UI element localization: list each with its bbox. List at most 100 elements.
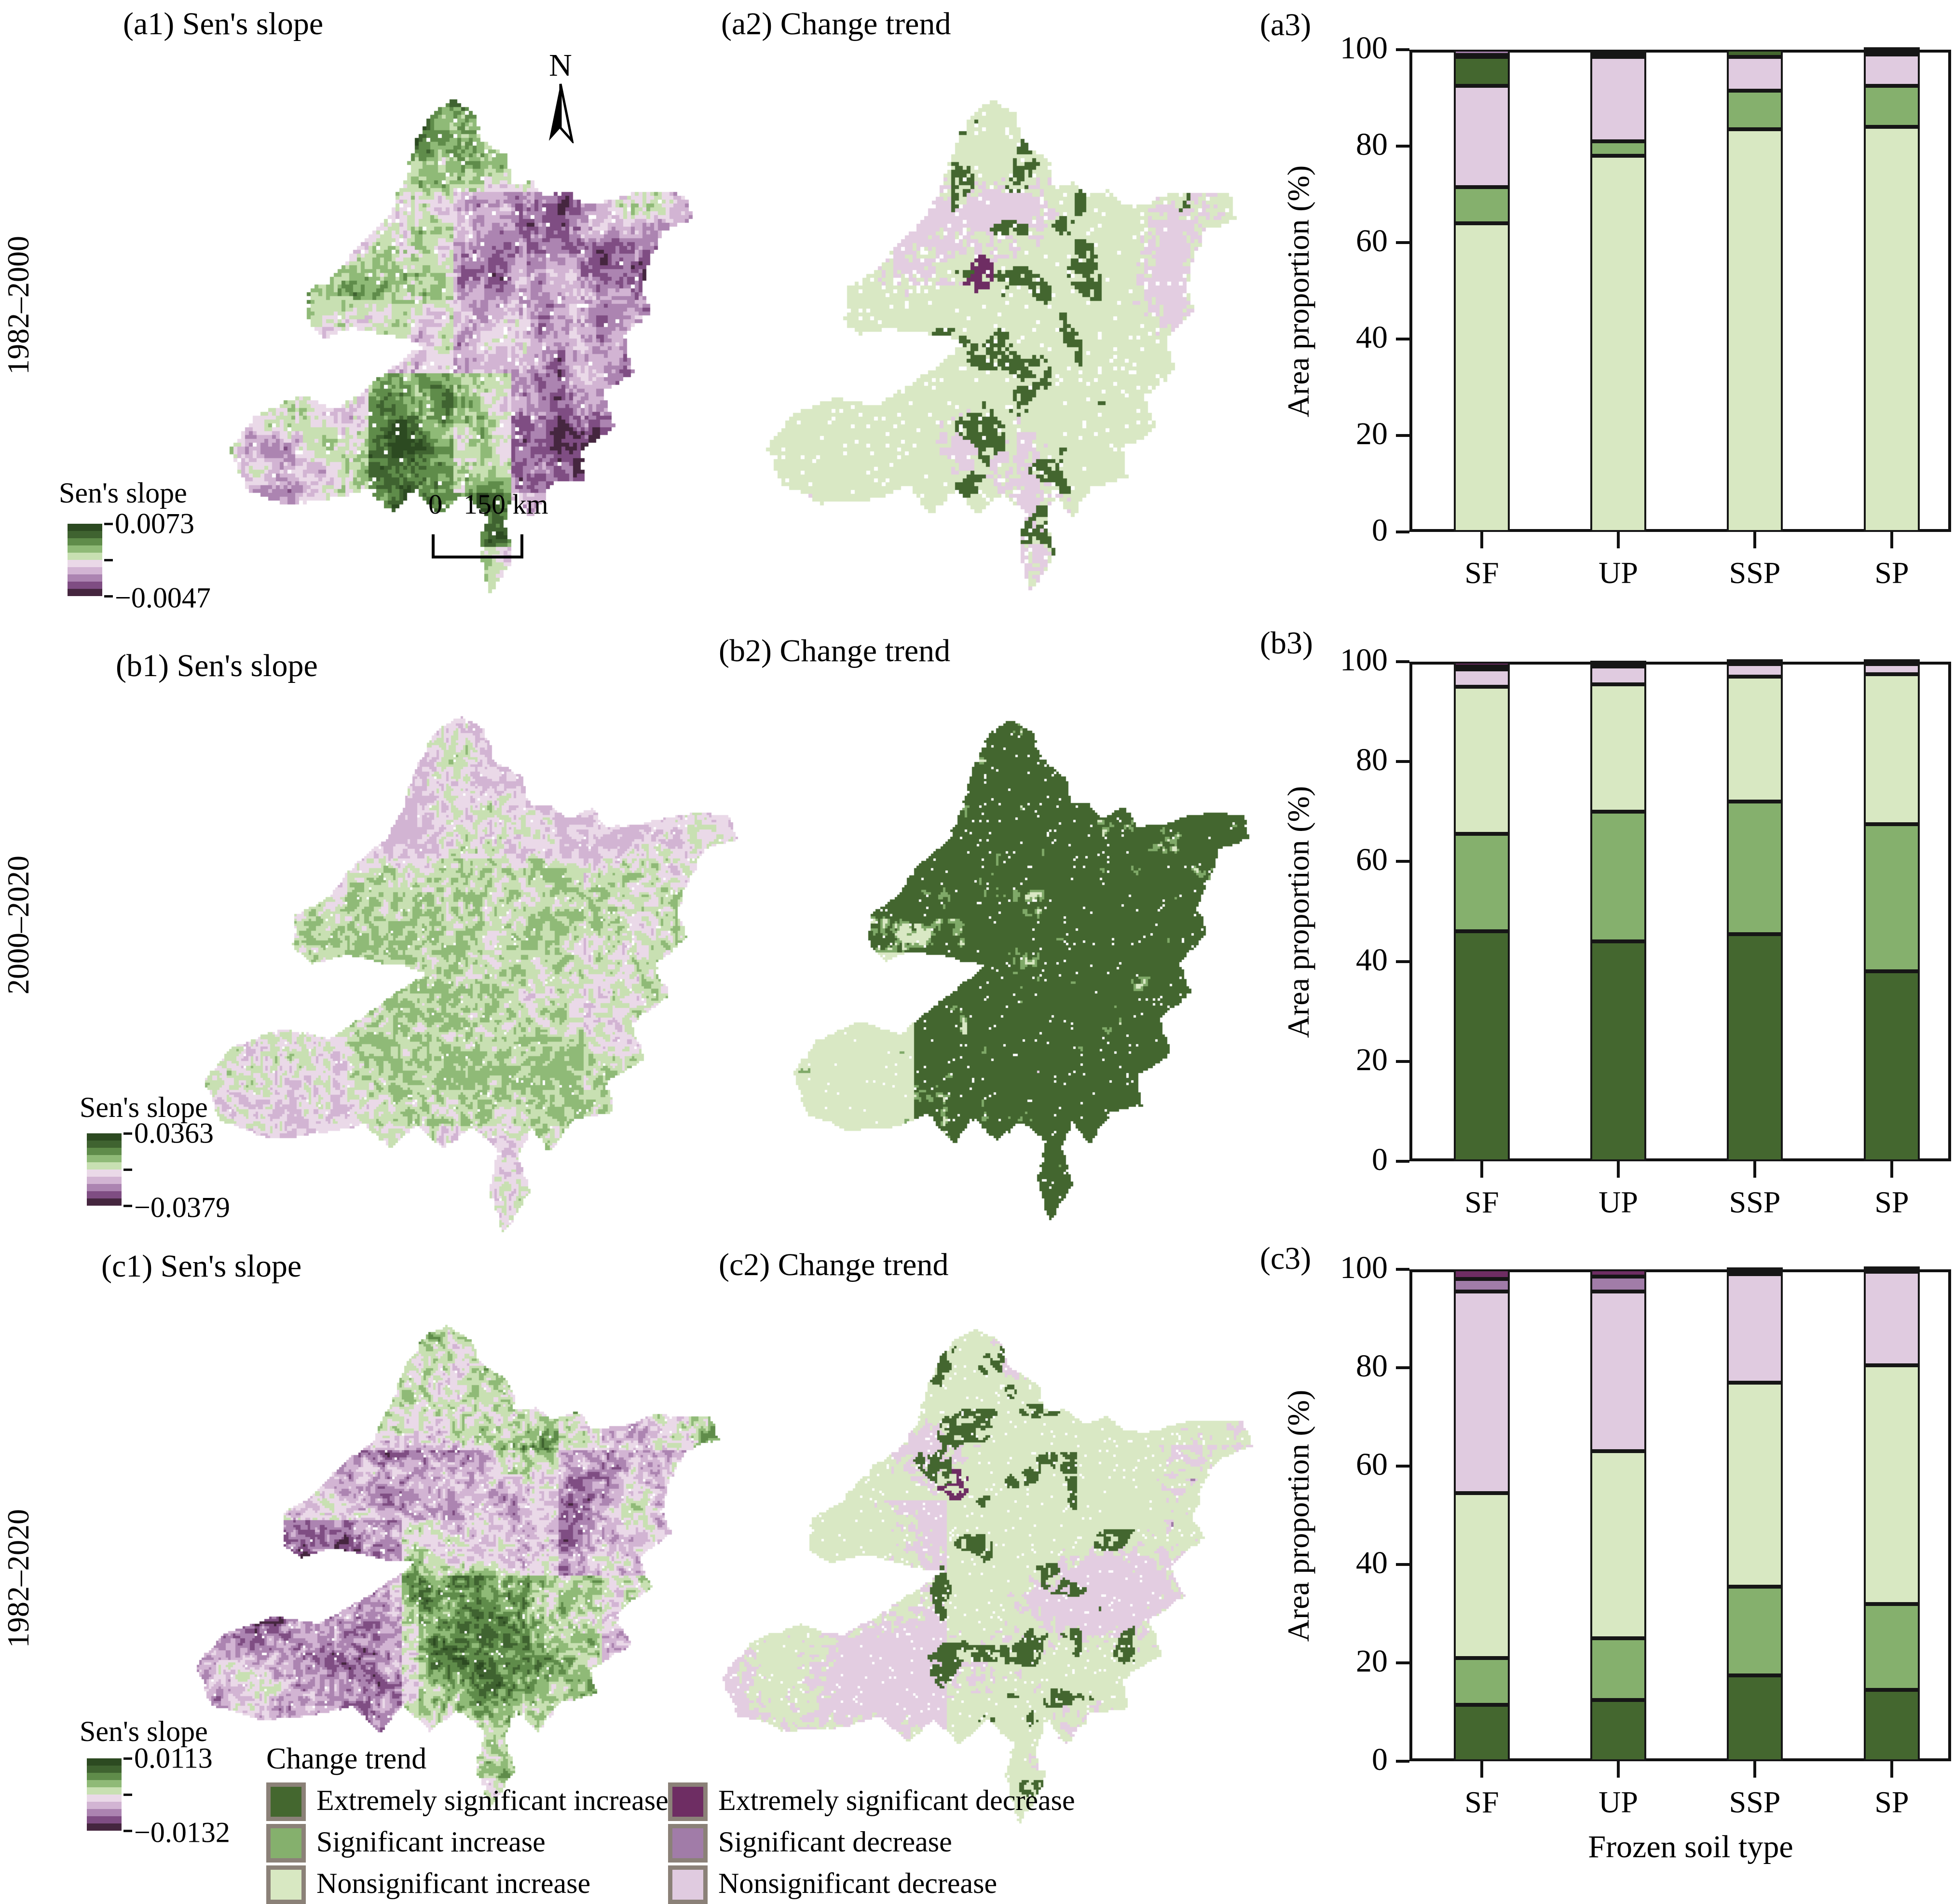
map-sens-slope-1982-2020 xyxy=(168,1279,725,1817)
bar-segment-sig_dec xyxy=(1454,1279,1510,1292)
colorbar-tick xyxy=(123,1132,132,1135)
map-change-trend-2000-2020 xyxy=(769,670,1254,1232)
y-tick-label: 80 xyxy=(1356,1348,1388,1384)
bar-segment-ext_inc xyxy=(1590,941,1646,1161)
y-tick xyxy=(1396,960,1409,963)
bar-segment-sig_inc xyxy=(1727,1586,1783,1675)
scale-bar xyxy=(432,534,523,558)
bar-segment-ext_inc xyxy=(1454,57,1510,86)
colorbar-band xyxy=(87,1133,122,1141)
colorbar-band xyxy=(87,1191,122,1198)
x-tick-label-UP: UP xyxy=(1599,1185,1638,1219)
y-tick-label: 0 xyxy=(1372,1142,1388,1177)
y-tick xyxy=(1396,1160,1409,1163)
bar-b3-UP xyxy=(1590,661,1646,1161)
y-tick xyxy=(1396,1563,1409,1566)
bar-segment-sig_inc xyxy=(1454,834,1510,932)
y-tick-label: 40 xyxy=(1356,320,1388,355)
colorbar-band xyxy=(68,531,102,538)
y-tick xyxy=(1396,1465,1409,1468)
legend-swatch-ext_dec xyxy=(668,1782,708,1821)
panel-title-b3: (b3) xyxy=(1260,626,1313,661)
colorbar-band xyxy=(87,1766,122,1773)
colorbar-band xyxy=(87,1170,122,1177)
x-tick-label-SF: SF xyxy=(1464,1785,1499,1819)
x-tick-label-SF: SF xyxy=(1464,1185,1499,1219)
x-tick xyxy=(1480,532,1483,548)
colorbar-title-1: Sen's slope xyxy=(59,477,187,509)
y-tick-label: 0 xyxy=(1372,513,1388,548)
north-arrow-icon xyxy=(549,83,574,143)
map-change-trend-1982-2020 xyxy=(694,1281,1258,1831)
bar-segment-ext_dec xyxy=(1864,659,1920,664)
colorbar-tick xyxy=(123,1794,132,1796)
y-tick-label: 40 xyxy=(1356,942,1388,978)
legend-label-nonsig_inc: Nonsignificant increase xyxy=(316,1867,591,1899)
colorbar-3 xyxy=(87,1757,132,1832)
y-tick-label: 80 xyxy=(1356,127,1388,162)
bar-segment-nonsig_dec xyxy=(1727,664,1783,677)
bar-segment-nonsig_inc xyxy=(1864,127,1920,532)
panel-title-c1: (c1) Sen's slope xyxy=(101,1249,302,1284)
colorbar-max-3: 0.0113 xyxy=(134,1742,213,1774)
x-tick-label-SSP: SSP xyxy=(1729,556,1781,590)
bar-segment-nonsig_dec xyxy=(1590,666,1646,684)
y-tick xyxy=(1396,860,1409,863)
bar-segment-ext_dec xyxy=(1727,659,1783,664)
colorbar-band xyxy=(68,589,102,596)
y-tick-label: 100 xyxy=(1340,1250,1388,1285)
bar-a3-SSP xyxy=(1727,50,1783,532)
colorbar-band xyxy=(68,545,102,553)
bar-b3-SSP xyxy=(1727,659,1783,1161)
colorbar-band xyxy=(87,1155,122,1162)
x-tick xyxy=(1890,1161,1893,1178)
colorbar-tick xyxy=(104,595,113,598)
colorbar-band xyxy=(87,1162,122,1170)
x-tick xyxy=(1753,1161,1756,1178)
colorbar-tick xyxy=(104,523,113,525)
legend-swatch-sig_inc xyxy=(266,1824,306,1863)
bar-segment-ext_inc xyxy=(1454,931,1510,1161)
colorbar-max-1: 0.0073 xyxy=(115,507,194,540)
colorbar-band xyxy=(68,574,102,582)
chart-b3-plot xyxy=(1409,662,1951,1161)
colorbar-band xyxy=(87,1773,122,1780)
colorbar-band xyxy=(68,553,102,560)
x-tick-label-SSP: SSP xyxy=(1729,1785,1781,1819)
y-tick xyxy=(1396,1661,1409,1664)
bar-segment-nonsig_dec xyxy=(1727,1274,1783,1383)
panel-title-c3: (c3) xyxy=(1260,1241,1312,1276)
panel-title-c2: (c2) Change trend xyxy=(719,1247,949,1282)
colorbar-tick xyxy=(123,1757,132,1760)
colorbar-tick xyxy=(123,1830,132,1832)
bar-segment-nonsig_dec xyxy=(1454,86,1510,187)
legend-swatch-ext_inc xyxy=(266,1782,306,1821)
y-tick-label: 20 xyxy=(1356,416,1388,451)
bar-segment-sig_inc xyxy=(1727,802,1783,934)
bar-segment-nonsig_inc xyxy=(1590,1451,1646,1638)
y-tick xyxy=(1396,760,1409,763)
colorbar-band xyxy=(87,1758,122,1766)
y-tick xyxy=(1396,1060,1409,1063)
legend-label-sig_inc: Significant increase xyxy=(316,1826,546,1858)
bar-segment-ext_inc xyxy=(1864,971,1920,1161)
bar-segment-ext_inc xyxy=(1864,51,1920,54)
bar-segment-sig_inc xyxy=(1590,811,1646,942)
colorbar-tick xyxy=(123,1169,132,1171)
colorbar-1 xyxy=(68,523,113,598)
x-tick-label-SSP: SSP xyxy=(1729,1185,1781,1219)
bar-segment-ext_inc xyxy=(1864,1690,1920,1761)
colorbar-title-3: Sen's slope xyxy=(80,1715,208,1747)
colorbar-band xyxy=(87,1141,122,1148)
y-tick-label: 0 xyxy=(1372,1742,1388,1777)
colorbar-2 xyxy=(87,1132,132,1207)
colorbar-band xyxy=(87,1787,122,1795)
colorbar-band xyxy=(68,560,102,567)
bar-segment-nonsig_dec xyxy=(1864,664,1920,674)
bar-a3-SP xyxy=(1864,47,1920,532)
colorbar-tick xyxy=(104,559,113,561)
colorbar-band xyxy=(68,567,102,574)
y-tick-label: 40 xyxy=(1356,1545,1388,1580)
bar-segment-ext_inc xyxy=(1727,50,1783,57)
bar-segment-nonsig_inc xyxy=(1727,129,1783,532)
